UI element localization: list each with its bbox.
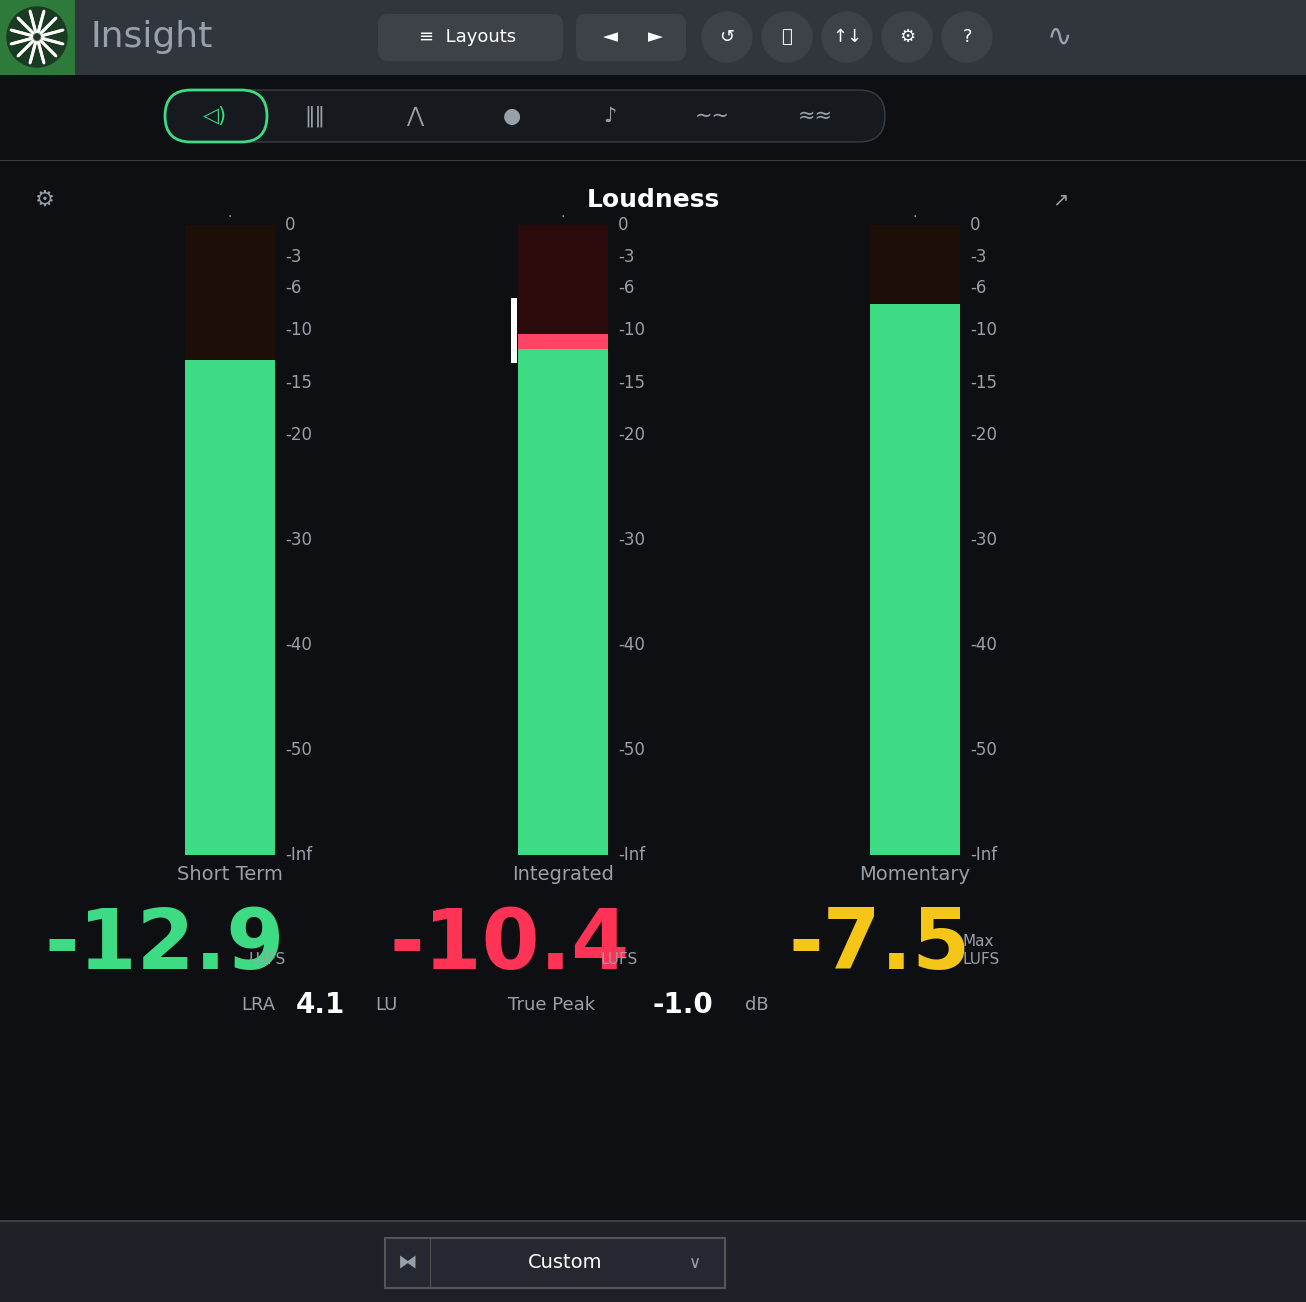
Text: -1.0: -1.0 bbox=[653, 991, 713, 1019]
Text: Custom: Custom bbox=[528, 1254, 602, 1272]
Bar bbox=[185, 361, 276, 855]
Text: -30: -30 bbox=[285, 531, 312, 549]
Text: -40: -40 bbox=[285, 635, 312, 654]
Text: -3: -3 bbox=[285, 247, 302, 266]
Text: -20: -20 bbox=[618, 426, 645, 444]
Bar bbox=[0, 1220, 1306, 1302]
Text: Insight: Insight bbox=[90, 20, 213, 53]
Text: -40: -40 bbox=[618, 635, 645, 654]
Text: ?: ? bbox=[963, 29, 972, 46]
Text: LUFS: LUFS bbox=[248, 953, 285, 967]
Text: ◁): ◁) bbox=[202, 105, 227, 126]
Text: 4.1: 4.1 bbox=[295, 991, 345, 1019]
Text: ⚙: ⚙ bbox=[35, 190, 55, 210]
Text: -6: -6 bbox=[618, 279, 635, 297]
FancyBboxPatch shape bbox=[165, 90, 885, 142]
Text: ↺: ↺ bbox=[720, 29, 734, 46]
Text: -20: -20 bbox=[285, 426, 312, 444]
Text: ●: ● bbox=[503, 105, 521, 126]
Text: -50: -50 bbox=[618, 741, 645, 759]
Text: True Peak: True Peak bbox=[508, 996, 596, 1014]
Bar bbox=[0, 0, 1306, 76]
Text: -30: -30 bbox=[970, 531, 996, 549]
Circle shape bbox=[7, 7, 67, 66]
Text: -Inf: -Inf bbox=[970, 846, 996, 865]
Text: ◄: ◄ bbox=[602, 27, 618, 47]
Text: -30: -30 bbox=[618, 531, 645, 549]
Text: 0: 0 bbox=[618, 216, 628, 234]
Text: ≡  Layouts: ≡ Layouts bbox=[419, 29, 517, 46]
Text: ·: · bbox=[560, 210, 565, 224]
Text: 0: 0 bbox=[970, 216, 981, 234]
Text: -Inf: -Inf bbox=[618, 846, 645, 865]
Text: Momentary: Momentary bbox=[859, 866, 970, 884]
Text: -3: -3 bbox=[618, 247, 635, 266]
Text: ·: · bbox=[227, 210, 232, 224]
Text: Loudness: Loudness bbox=[586, 187, 720, 212]
Text: ∿: ∿ bbox=[1047, 22, 1072, 52]
Text: -10: -10 bbox=[970, 322, 996, 339]
Text: ‖‖: ‖‖ bbox=[304, 105, 325, 126]
Text: Short Term: Short Term bbox=[178, 866, 283, 884]
Bar bbox=[0, 1220, 1306, 1223]
Text: Max: Max bbox=[963, 934, 994, 948]
Text: -Inf: -Inf bbox=[285, 846, 312, 865]
Text: Integrated: Integrated bbox=[512, 866, 614, 884]
Bar bbox=[870, 225, 960, 303]
Bar bbox=[385, 1238, 725, 1288]
Text: -10.4: -10.4 bbox=[390, 905, 629, 986]
Text: -10: -10 bbox=[618, 322, 645, 339]
Bar bbox=[518, 335, 609, 349]
Text: ∼∼: ∼∼ bbox=[695, 105, 730, 126]
Text: -15: -15 bbox=[285, 374, 312, 392]
Bar bbox=[511, 298, 517, 363]
Text: -40: -40 bbox=[970, 635, 996, 654]
Text: ⋀: ⋀ bbox=[406, 105, 423, 126]
Circle shape bbox=[821, 12, 872, 62]
Bar bbox=[0, 160, 1306, 1220]
Text: dB: dB bbox=[744, 996, 769, 1014]
Text: LUFS: LUFS bbox=[963, 952, 999, 966]
Circle shape bbox=[882, 12, 932, 62]
Text: -50: -50 bbox=[285, 741, 312, 759]
Text: ⏸: ⏸ bbox=[781, 29, 793, 46]
Circle shape bbox=[942, 12, 993, 62]
FancyBboxPatch shape bbox=[576, 14, 686, 61]
Text: -7.5: -7.5 bbox=[789, 905, 972, 986]
Text: LU: LU bbox=[375, 996, 397, 1014]
Text: -15: -15 bbox=[618, 374, 645, 392]
Text: ⧓: ⧓ bbox=[398, 1254, 418, 1272]
Bar bbox=[870, 303, 960, 855]
Circle shape bbox=[761, 12, 812, 62]
Text: ≈≈: ≈≈ bbox=[798, 105, 832, 126]
Text: -15: -15 bbox=[970, 374, 996, 392]
Text: -20: -20 bbox=[970, 426, 996, 444]
Bar bbox=[518, 335, 609, 855]
Text: ↗: ↗ bbox=[1051, 190, 1068, 210]
Bar bbox=[518, 225, 609, 335]
Text: ♪: ♪ bbox=[603, 105, 616, 126]
Text: 0: 0 bbox=[285, 216, 295, 234]
Bar bbox=[185, 225, 276, 361]
Text: -50: -50 bbox=[970, 741, 996, 759]
Text: -6: -6 bbox=[970, 279, 986, 297]
FancyBboxPatch shape bbox=[165, 90, 266, 142]
Text: ►: ► bbox=[648, 27, 662, 47]
Text: -6: -6 bbox=[285, 279, 302, 297]
Text: LUFS: LUFS bbox=[599, 953, 637, 967]
Text: -10: -10 bbox=[285, 322, 312, 339]
Bar bbox=[0, 76, 1306, 160]
Text: ∨: ∨ bbox=[690, 1254, 701, 1272]
Text: -3: -3 bbox=[970, 247, 986, 266]
Bar bbox=[0, 0, 74, 76]
Text: ·: · bbox=[913, 210, 917, 224]
Circle shape bbox=[703, 12, 752, 62]
FancyBboxPatch shape bbox=[377, 14, 563, 61]
Bar bbox=[385, 1238, 725, 1288]
Text: LRA: LRA bbox=[240, 996, 276, 1014]
Text: ⚙: ⚙ bbox=[899, 29, 916, 46]
Text: ↑↓: ↑↓ bbox=[832, 29, 862, 46]
Text: -12.9: -12.9 bbox=[44, 905, 285, 986]
